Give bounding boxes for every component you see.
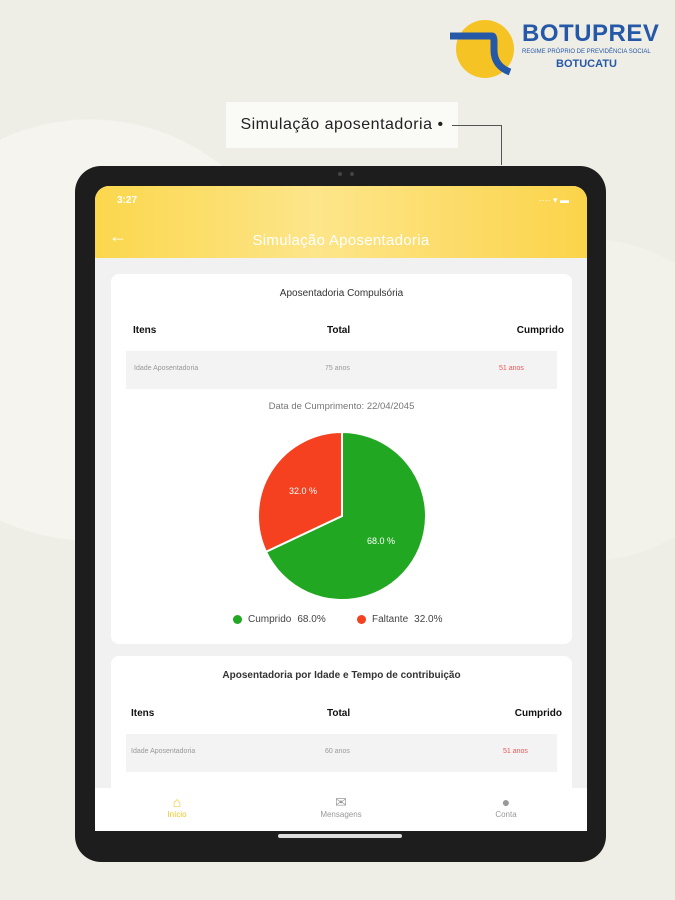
callout-label: Simulação aposentadoria • [226, 102, 458, 148]
card-title: Aposentadoria Compulsória [279, 288, 404, 299]
callout-line [452, 125, 502, 165]
cell-cumprido: 51 anos [503, 748, 528, 755]
nav-label: Mensagens [320, 810, 362, 819]
header-total: Total [327, 708, 351, 719]
pie-slice-cumprido [264, 430, 427, 601]
logo-mark-icon [450, 32, 512, 76]
header-cumprido: Cumprido [516, 325, 564, 336]
header-total: Total [327, 325, 351, 336]
completion-date: Data de Cumprimento: 22/04/2045 [268, 401, 415, 412]
bottom-nav: ⌂ Início ✉ Mensagens ● Conta [95, 788, 587, 831]
cell-total: 60 anos [325, 748, 350, 755]
callout-text: Simulação aposentadoria [240, 116, 433, 133]
pie-slice-faltante [257, 430, 343, 554]
table-row: Idade Aposentadoria 60 anos 51 anos [126, 734, 557, 772]
nav-mensagens[interactable]: ✉ Mensagens [301, 794, 381, 819]
brand-city: BOTUCATU [556, 58, 617, 70]
pie-label: 32.0 % [289, 486, 317, 496]
legend-dot [357, 615, 366, 624]
status-time: 3:27 [117, 195, 138, 206]
mail-icon: ✉ [335, 794, 347, 810]
header-itens: Itens [131, 708, 155, 719]
legend-label: Faltante [372, 614, 409, 625]
nav-label: Início [167, 810, 187, 819]
legend-label: Cumprido [248, 614, 292, 625]
app-screen: 3:27 ···· ▾ ▬ ← Simulação Aposentadoria … [95, 186, 587, 831]
legend-value: 68.0% [297, 614, 326, 625]
app-header: 3:27 ···· ▾ ▬ ← Simulação Aposentadoria [95, 186, 587, 258]
sensor-icon [350, 172, 354, 176]
home-indicator[interactable] [278, 834, 402, 838]
card-title: Aposentadoria por Idade e Tempo de contr… [222, 670, 461, 681]
header-itens: Itens [133, 325, 157, 336]
brand-name: BOTUPREV [522, 20, 660, 47]
cell-item: Idade Aposentadoria [134, 365, 199, 372]
cell-total: 75 anos [325, 365, 350, 372]
table-row: Idade Aposentadoria 75 anos 51 anos [126, 351, 557, 389]
page-title: Simulação Aposentadoria [252, 232, 430, 249]
header-cumprido: Cumprido [514, 708, 562, 719]
card-idade-tempo: Aposentadoria por Idade e Tempo de contr… [111, 656, 572, 796]
brand-subtitle: REGIME PRÓPRIO DE PREVIDÊNCIA SOCIAL [522, 49, 651, 55]
camera-icon [338, 172, 342, 176]
legend-dot [233, 615, 242, 624]
nav-inicio[interactable]: ⌂ Início [137, 794, 217, 819]
nav-conta[interactable]: ● Conta [466, 794, 546, 819]
legend-value: 32.0% [414, 614, 443, 625]
legend-cumprido: Cumprido 68.0% [233, 614, 326, 625]
botuprev-logo: BOTUPREV REGIME PRÓPRIO DE PREVIDÊNCIA S… [448, 18, 673, 80]
cell-item: Idade Aposentadoria [131, 748, 196, 755]
status-icons: ···· ▾ ▬ [538, 195, 569, 205]
legend-faltante: Faltante 32.0% [357, 614, 443, 625]
card-compulsoria: Aposentadoria Compulsória Itens Total Cu… [111, 274, 572, 644]
home-icon: ⌂ [172, 794, 182, 810]
cell-cumprido: 51 anos [499, 365, 524, 372]
pie-label: 68.0 % [367, 536, 395, 546]
pie-chart: 68.0 % 32.0 % [257, 430, 427, 601]
back-arrow-icon[interactable]: ← [109, 226, 127, 246]
person-icon: ● [501, 794, 511, 810]
nav-label: Conta [495, 810, 517, 819]
